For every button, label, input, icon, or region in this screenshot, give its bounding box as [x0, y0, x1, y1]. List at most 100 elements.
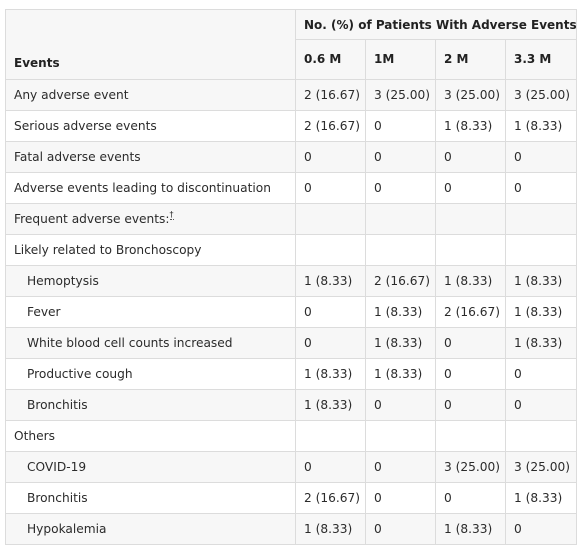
- header-dose-2: 2 M: [435, 39, 506, 80]
- row-label-cell: Fever: [5, 295, 296, 328]
- value-cell-dose-0: 0: [295, 140, 366, 173]
- value-cell-dose-3: 3 (25.00): [504, 78, 578, 111]
- value-cell-dose-2: 0: [435, 388, 506, 421]
- header-row-doses: Events 0.6 M 1M 2 M 3.3 M: [5, 39, 578, 80]
- value-cell-dose-0: [295, 419, 366, 452]
- table-body: Any adverse event 2 (16.67) 3 (25.00) 3 (25…: [5, 78, 578, 545]
- value-cell-dose-1: 0: [365, 512, 436, 545]
- row-label-cell: Others: [5, 419, 296, 452]
- row-label: Hypokalemia: [27, 521, 107, 536]
- value-cell-dose-1: 2 (16.67): [365, 264, 436, 297]
- value-cell-dose-2: 2 (16.67): [435, 295, 506, 328]
- row-label-cell: Bronchitis: [5, 388, 296, 421]
- value-cell-dose-0: 0: [295, 171, 366, 204]
- value-cell-dose-0: [295, 233, 366, 266]
- table-header: No. (%) of Patients With Adverse Events …: [5, 9, 578, 80]
- table-row: Hemoptysis 1 (8.33) 2 (16.67) 1 (8.33) 1 (8.…: [5, 264, 578, 297]
- value-cell-dose-1: 1 (8.33): [365, 326, 436, 359]
- table-row: Likely related to Bronchoscopy: [5, 233, 578, 266]
- row-label: Bronchitis: [27, 397, 88, 412]
- value-cell-dose-2: 0: [435, 481, 506, 514]
- value-cell-dose-2: [435, 419, 506, 452]
- header-dose-3: 3.3 M: [504, 39, 578, 80]
- row-label-cell: COVID-19: [5, 450, 296, 483]
- table-row: Serious adverse events 2 (16.67) 0 1 (8.33)…: [5, 109, 578, 142]
- value-cell-dose-1: 0: [365, 481, 436, 514]
- row-label: Fever: [27, 304, 61, 319]
- value-cell-dose-0: 1 (8.33): [295, 512, 366, 545]
- row-label: Fatal adverse events: [14, 149, 141, 164]
- value-cell-dose-2: 0: [435, 357, 506, 390]
- value-cell-dose-1: [365, 202, 436, 235]
- value-cell-dose-0: 1 (8.33): [295, 388, 366, 421]
- value-cell-dose-3: [504, 419, 578, 452]
- value-cell-dose-3: 1 (8.33): [504, 109, 578, 142]
- value-cell-dose-0: [295, 202, 366, 235]
- row-label-cell: Hemoptysis: [5, 264, 296, 297]
- table-row: White blood cell counts increased 0 1 (8.3…: [5, 326, 578, 359]
- row-label: White blood cell counts increased: [27, 335, 233, 350]
- row-label-cell: Any adverse event: [5, 78, 296, 111]
- value-cell-dose-1: [365, 419, 436, 452]
- value-cell-dose-2: 1 (8.33): [435, 512, 506, 545]
- value-cell-dose-1: 1 (8.33): [365, 295, 436, 328]
- row-label-cell: Productive cough: [5, 357, 296, 390]
- table-row: Bronchitis 2 (16.67) 0 0 1 (8.33): [5, 481, 578, 514]
- row-label: Others: [14, 428, 55, 443]
- value-cell-dose-3: 1 (8.33): [504, 295, 578, 328]
- value-cell-dose-3: [504, 233, 578, 266]
- value-cell-dose-1: 0: [365, 171, 436, 204]
- table-row: Bronchitis 1 (8.33) 0 0 0: [5, 388, 578, 421]
- row-label-cell: Adverse events leading to discontinuatio…: [5, 171, 296, 204]
- value-cell-dose-2: [435, 233, 506, 266]
- row-label: Likely related to Bronchoscopy: [14, 242, 202, 257]
- table-row: Any adverse event 2 (16.67) 3 (25.00) 3 (25…: [5, 78, 578, 111]
- value-cell-dose-1: 3 (25.00): [365, 78, 436, 111]
- row-label: Bronchitis: [27, 490, 88, 505]
- table-row: Adverse events leading to discontinuatio…: [5, 171, 578, 204]
- value-cell-dose-1: 1 (8.33): [365, 357, 436, 390]
- value-cell-dose-3: 0: [504, 512, 578, 545]
- row-label-cell: White blood cell counts increased: [5, 326, 296, 359]
- row-label: Frequent adverse events:: [14, 211, 170, 226]
- header-group-label: No. (%) of Patients With Adverse Events: [294, 9, 578, 40]
- table-row: Fatal adverse events 0 0 0 0: [5, 140, 578, 173]
- table-row: Frequent adverse events:†: [5, 202, 578, 235]
- table-row: Hypokalemia 1 (8.33) 0 1 (8.33) 0: [5, 512, 578, 545]
- value-cell-dose-2: 3 (25.00): [435, 450, 506, 483]
- row-label-cell: Serious adverse events: [5, 109, 296, 142]
- value-cell-dose-0: 2 (16.67): [295, 78, 366, 111]
- table-row: COVID-19 0 0 3 (25.00) 3 (25.00): [5, 450, 578, 483]
- table-row: Productive cough 1 (8.33) 1 (8.33) 0 0: [5, 357, 578, 390]
- row-label: Any adverse event: [14, 87, 129, 102]
- row-label: COVID-19: [27, 459, 87, 474]
- row-label-cell: Bronchitis: [5, 481, 296, 514]
- value-cell-dose-3: 0: [504, 140, 578, 173]
- value-cell-dose-3: 1 (8.33): [504, 481, 578, 514]
- value-cell-dose-3: 3 (25.00): [504, 450, 578, 483]
- value-cell-dose-3: 1 (8.33): [504, 326, 578, 359]
- table-row: Others: [5, 419, 578, 452]
- value-cell-dose-0: 1 (8.33): [295, 264, 366, 297]
- value-cell-dose-2: [435, 202, 506, 235]
- row-label: Adverse events leading to discontinuatio…: [14, 180, 271, 195]
- value-cell-dose-0: 0: [295, 295, 366, 328]
- row-label-cell: Frequent adverse events:†: [5, 202, 296, 235]
- header-blank-cell: [5, 9, 296, 40]
- row-label: Serious adverse events: [14, 118, 157, 133]
- value-cell-dose-2: 0: [435, 171, 506, 204]
- value-cell-dose-1: [365, 233, 436, 266]
- value-cell-dose-0: 0: [295, 450, 366, 483]
- value-cell-dose-1: 0: [365, 388, 436, 421]
- value-cell-dose-1: 0: [365, 140, 436, 173]
- value-cell-dose-2: 3 (25.00): [435, 78, 506, 111]
- value-cell-dose-2: 1 (8.33): [435, 264, 506, 297]
- row-label: Productive cough: [27, 366, 133, 381]
- row-label: Hemoptysis: [27, 273, 99, 288]
- adverse-events-table: No. (%) of Patients With Adverse Events …: [5, 9, 578, 545]
- footnote-marker[interactable]: †: [169, 210, 174, 221]
- value-cell-dose-2: 1 (8.33): [435, 109, 506, 142]
- value-cell-dose-3: 0: [504, 357, 578, 390]
- value-cell-dose-2: 0: [435, 326, 506, 359]
- value-cell-dose-3: 1 (8.33): [504, 264, 578, 297]
